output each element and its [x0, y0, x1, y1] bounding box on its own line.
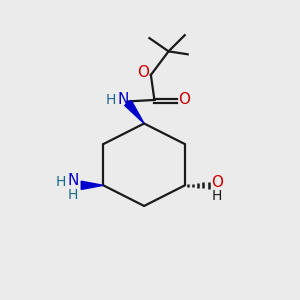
Text: H: H	[68, 188, 79, 202]
Text: N: N	[118, 92, 129, 107]
Text: O: O	[211, 175, 223, 190]
Polygon shape	[125, 100, 144, 124]
Text: O: O	[178, 92, 190, 107]
Text: N: N	[68, 172, 79, 188]
Text: H: H	[212, 189, 222, 202]
Text: O: O	[136, 65, 148, 80]
Text: H: H	[56, 175, 66, 189]
Polygon shape	[81, 181, 103, 190]
Text: H: H	[106, 93, 116, 107]
